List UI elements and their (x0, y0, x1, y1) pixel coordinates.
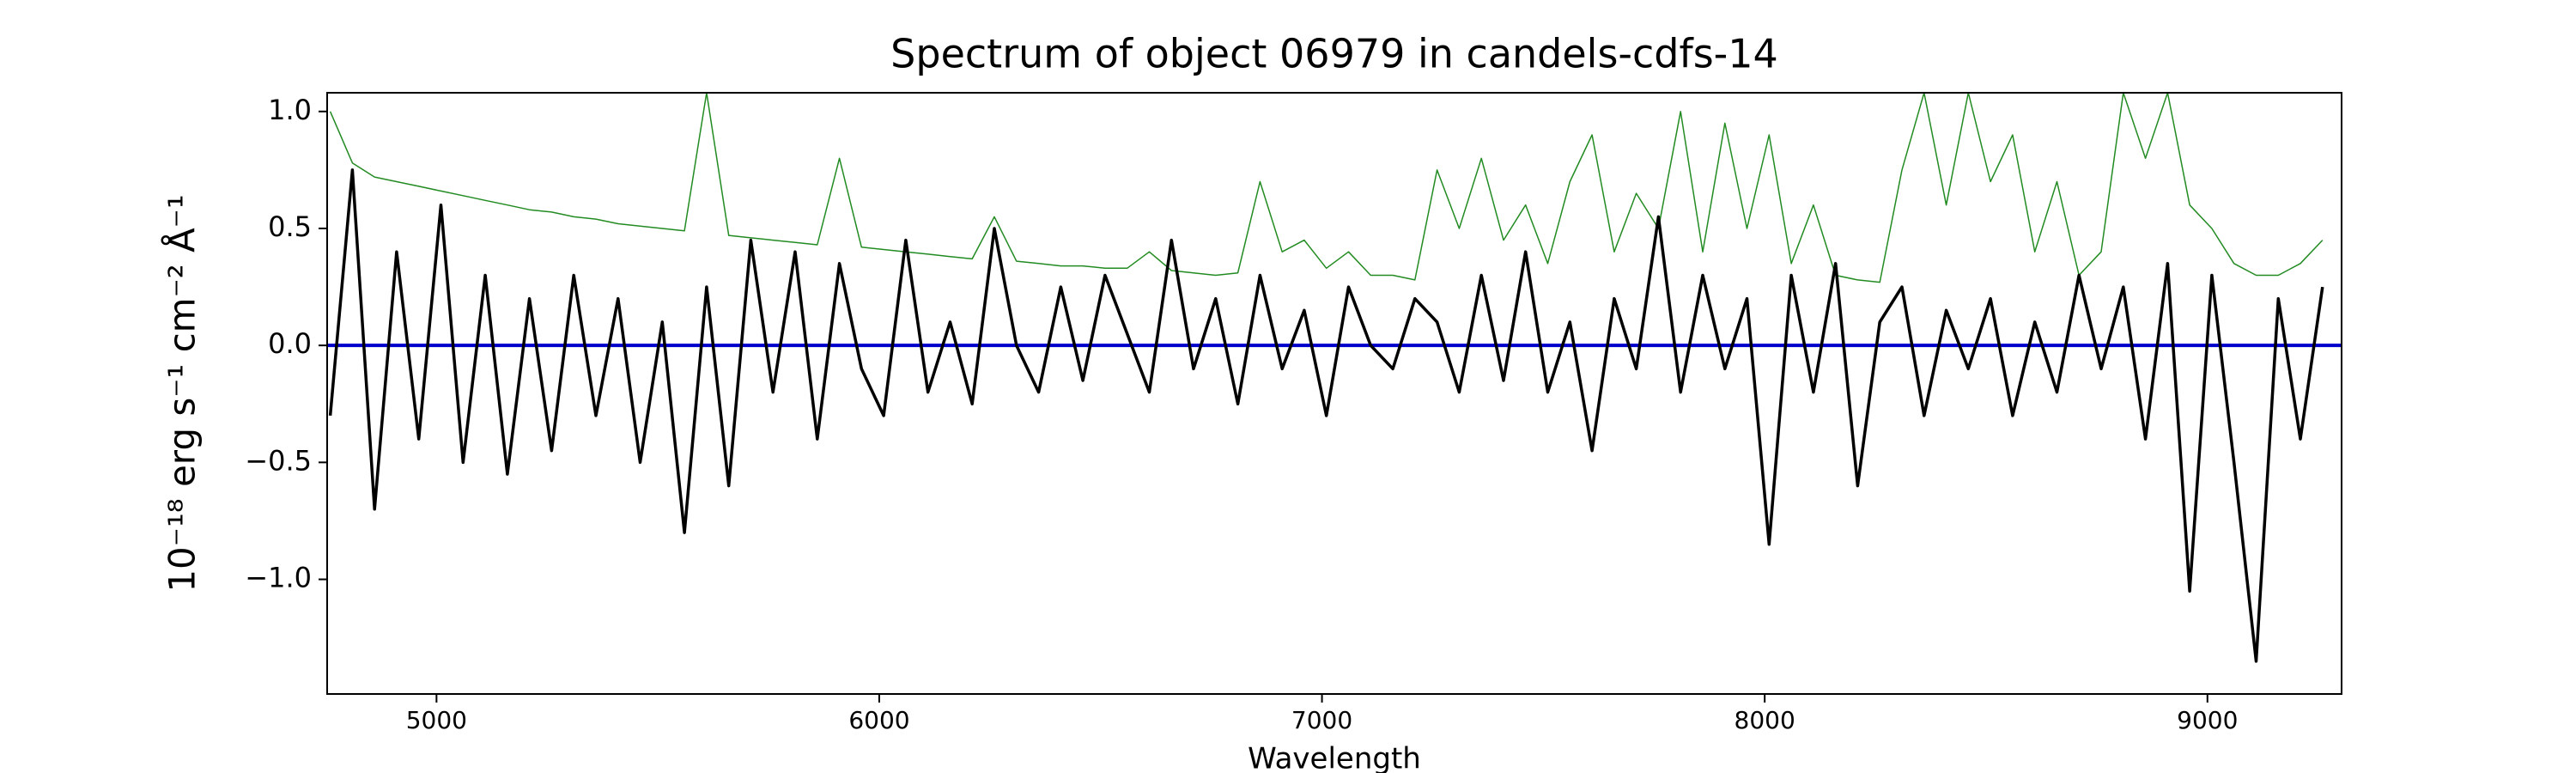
x-axis-label: Wavelength (1248, 742, 1421, 773)
y-tick-label: 1.0 (268, 94, 312, 126)
x-tick-label: 9000 (2177, 706, 2238, 734)
x-tick-label: 7000 (1291, 706, 1352, 734)
y-tick-label: 0.0 (268, 327, 312, 360)
chart-title: Spectrum of object 06979 in candels-cdfs… (890, 31, 1778, 77)
y-axis-label: 10⁻¹⁸ erg s⁻¹ cm⁻² Å⁻¹ (161, 194, 204, 592)
y-tick-label: −0.5 (245, 444, 312, 477)
x-tick-label: 8000 (1735, 706, 1795, 734)
y-tick-label: 0.5 (268, 210, 312, 243)
spectrum-line (328, 168, 2324, 663)
x-tick-label: 5000 (406, 706, 467, 734)
plot-frame (326, 92, 2342, 695)
spectrum-line (329, 93, 2324, 283)
y-tick-label: −1.0 (245, 562, 312, 594)
plot-area (327, 93, 2342, 663)
x-tick-label: 6000 (848, 706, 909, 734)
